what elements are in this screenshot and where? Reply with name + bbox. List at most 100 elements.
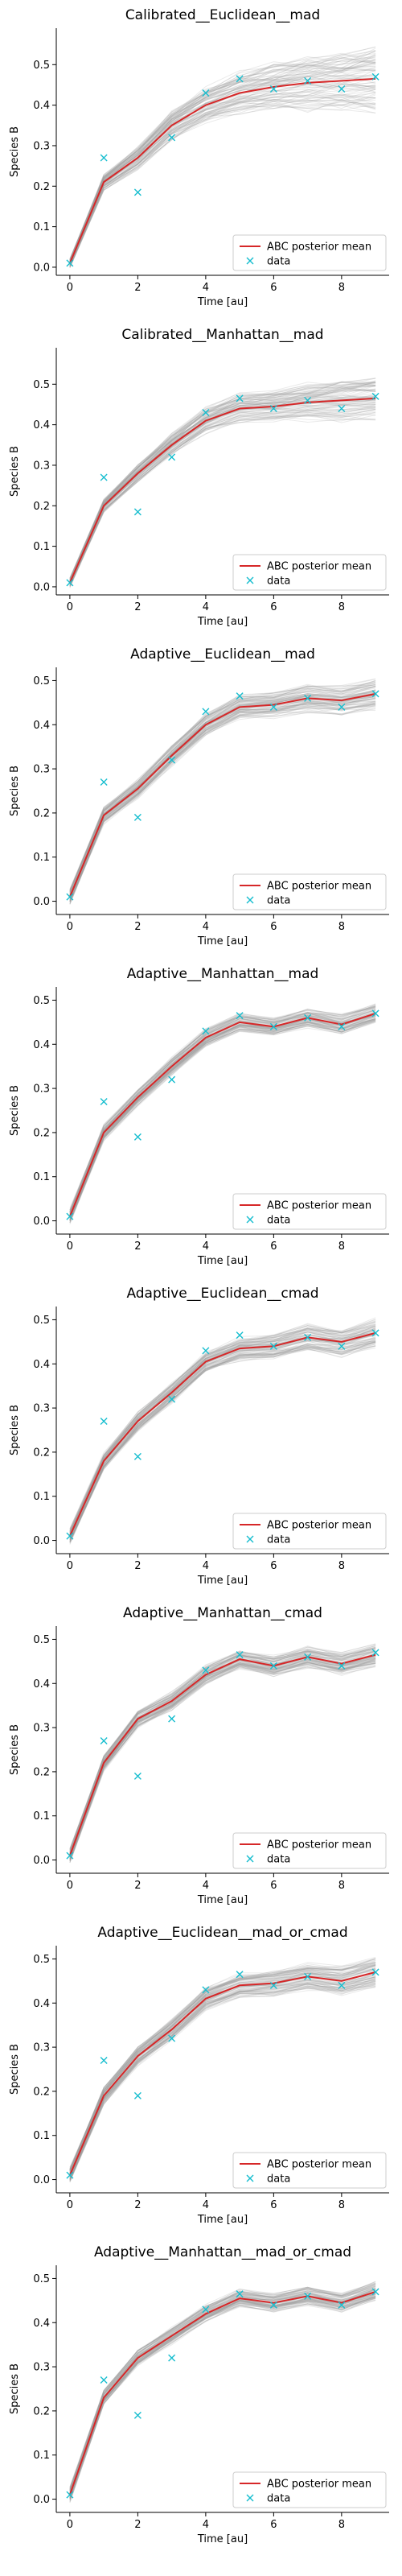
data-point-marker	[371, 72, 379, 80]
posterior-sample-line	[69, 1338, 376, 1541]
chart-legend: ABC posterior mean data	[232, 1832, 387, 1869]
posterior-sample-line	[69, 1984, 376, 2181]
posterior-sample-line	[69, 1009, 376, 1215]
posterior-sample-line	[69, 2297, 376, 2497]
posterior-sample-line	[69, 1658, 376, 1859]
x-tick-label: 0	[67, 921, 73, 933]
posterior-sample-line	[69, 1008, 376, 1216]
posterior-sample-line	[69, 55, 376, 261]
posterior-sample-line	[69, 1646, 376, 1854]
posterior-sample-line	[69, 696, 376, 899]
posterior-sample-line	[69, 1016, 376, 1220]
posterior-sample-line	[69, 1343, 376, 1543]
posterior-sample-line	[69, 702, 376, 902]
posterior-sample-line	[69, 398, 376, 583]
posterior-sample-line	[69, 2293, 376, 2497]
posterior-sample-line	[69, 1958, 376, 2172]
posterior-sample-line	[69, 72, 376, 264]
x-axis-label: Time [au]	[197, 2533, 248, 2545]
posterior-sample-line	[69, 382, 376, 580]
posterior-sample-line	[69, 1967, 376, 2172]
posterior-sample-line	[69, 89, 376, 266]
y-tick-label: 0.5	[33, 2273, 50, 2285]
y-tick-label: 0.3	[33, 460, 50, 472]
posterior-sample-line	[69, 1649, 376, 1853]
legend-label-mean: ABC posterior mean	[267, 242, 371, 254]
data-point-marker	[133, 188, 142, 196]
data-point-marker	[100, 154, 108, 162]
y-tick-label: 0.1	[33, 2450, 50, 2462]
posterior-sample-line	[69, 1021, 376, 1221]
y-tick-label: 0.2	[33, 501, 50, 513]
abc-posterior-mean-line	[68, 692, 376, 898]
posterior-sample-line	[69, 2289, 376, 2493]
posterior-sample-line	[69, 1016, 376, 1219]
data-point-marker	[133, 508, 142, 516]
posterior-sample-line	[69, 1342, 376, 1540]
posterior-samples	[69, 1317, 376, 1545]
posterior-sample-line	[69, 1321, 376, 1533]
posterior-samples	[69, 678, 376, 905]
posterior-sample-line	[69, 1650, 376, 1856]
posterior-sample-line	[69, 1661, 376, 1859]
legend-label-data: data	[267, 576, 290, 588]
posterior-sample-line	[69, 704, 376, 902]
y-tick-label: 0.5	[33, 1954, 50, 1966]
posterior-sample-line	[69, 383, 376, 580]
data-point-marker	[66, 579, 74, 587]
x-axis-label: Time [au]	[197, 1255, 248, 1267]
data-point-marker	[133, 1133, 142, 1141]
posterior-sample-line	[69, 2289, 376, 2494]
posterior-sample-line	[69, 1958, 376, 2171]
data-point-marker	[338, 1662, 346, 1670]
posterior-sample-line	[69, 84, 376, 266]
posterior-sample-line	[69, 1981, 376, 2178]
data-point-marker	[168, 1075, 176, 1084]
posterior-sample-line	[69, 1005, 376, 1212]
posterior-sample-line	[69, 1657, 376, 1858]
posterior-sample-line	[69, 1345, 376, 1542]
x-axis-label: Time [au]	[197, 2214, 248, 2226]
posterior-sample-line	[69, 91, 376, 266]
posterior-sample-line	[69, 691, 376, 897]
posterior-sample-line	[69, 1006, 376, 1216]
posterior-sample-line	[69, 1973, 376, 2178]
posterior-sample-line	[69, 1019, 376, 1224]
posterior-sample-line	[69, 1968, 376, 2174]
posterior-sample-line	[69, 1976, 376, 2179]
posterior-sample-line	[69, 2281, 376, 2487]
posterior-sample-line	[69, 1664, 376, 1862]
posterior-sample-line	[69, 1326, 376, 1536]
posterior-sample-line	[69, 99, 376, 266]
posterior-sample-line	[69, 1978, 376, 2178]
posterior-sample-line	[69, 1645, 376, 1854]
data-point-marker	[100, 1737, 108, 1745]
y-tick-label: 0.3	[33, 140, 50, 152]
posterior-sample-line	[69, 702, 376, 902]
posterior-sample-line	[69, 1337, 376, 1538]
posterior-sample-line	[69, 2296, 376, 2499]
posterior-sample-line	[69, 2296, 376, 2500]
posterior-sample-line	[69, 2284, 376, 2489]
data-point-marker	[269, 1342, 277, 1350]
posterior-sample-line	[69, 100, 376, 267]
posterior-sample-line	[69, 705, 376, 902]
data-point-marker	[269, 1022, 277, 1030]
posterior-sample-line	[69, 74, 376, 263]
posterior-sample-line	[69, 708, 376, 904]
posterior-sample-line	[69, 2282, 376, 2491]
posterior-sample-line	[69, 2289, 376, 2491]
data-markers	[66, 1968, 379, 2179]
posterior-sample-line	[69, 1329, 376, 1533]
posterior-sample-line	[69, 2293, 376, 2496]
posterior-sample-line	[69, 1336, 376, 1538]
x-tick-label: 2	[134, 1241, 141, 1253]
posterior-sample-line	[69, 101, 376, 268]
posterior-sample-line	[69, 53, 376, 261]
posterior-sample-line	[69, 1963, 376, 2174]
y-tick-label: 0.2	[33, 1127, 50, 1139]
posterior-sample-line	[69, 700, 376, 898]
data-point-marker	[168, 2034, 176, 2042]
data-point-marker	[202, 1347, 210, 1355]
x-axis-label: Time [au]	[197, 616, 248, 628]
